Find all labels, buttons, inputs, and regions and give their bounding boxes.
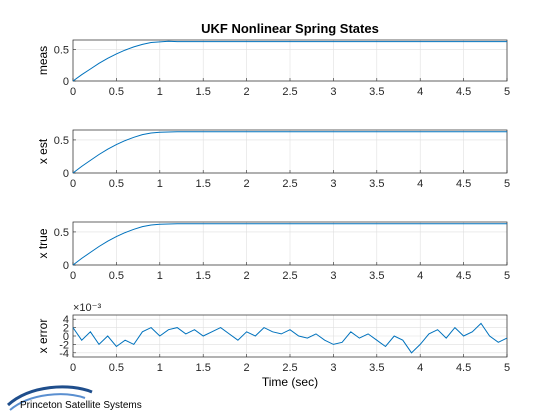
x-tick-label: 3 bbox=[330, 362, 336, 374]
x-tick-label: 4 bbox=[417, 270, 423, 282]
series-line bbox=[72, 131, 507, 174]
x-tick-label: 0.5 bbox=[109, 362, 124, 374]
y-tick-label: 4 bbox=[63, 314, 69, 326]
y-axis-label: x error bbox=[36, 319, 50, 354]
subplots: 0 0.5 1 1.5 2 2.5 3 3.5 4 4.5 5 0 0.5 meas 0 0.5 1 1.5 2 2.… bbox=[36, 39, 510, 374]
x-tick-label: 2.5 bbox=[282, 86, 297, 98]
x-tick-label: 1.5 bbox=[196, 178, 211, 190]
x-tick-label: 4.5 bbox=[456, 270, 471, 282]
series-line bbox=[72, 40, 507, 82]
company-name: Princeton Satellite Systems bbox=[20, 400, 142, 411]
y-exponent-label: ×10⁻³ bbox=[73, 302, 101, 314]
x-tick-label: 5 bbox=[504, 270, 510, 282]
y-tick-label: 0 bbox=[63, 260, 69, 272]
x-tick-label: 0 bbox=[70, 362, 76, 374]
x-tick-label: 3.5 bbox=[369, 362, 384, 374]
axes-frame bbox=[72, 221, 508, 266]
x-tick-label: 1.5 bbox=[196, 86, 211, 98]
x-tick-label: 4.5 bbox=[456, 178, 471, 190]
x-tick-label: 3.5 bbox=[369, 86, 384, 98]
x-tick-label: 5 bbox=[504, 178, 510, 190]
x-tick-label: 2 bbox=[244, 270, 250, 282]
x-tick-label: 4 bbox=[417, 178, 423, 190]
y-tick-label: 0.5 bbox=[54, 44, 69, 56]
x-tick-label: 1 bbox=[157, 270, 163, 282]
x-tick-label: 0.5 bbox=[109, 178, 124, 190]
y-tick-label: 0 bbox=[63, 76, 69, 88]
y-tick-label: 0.5 bbox=[54, 135, 69, 147]
subplot-x-true: 0 0.5 1 1.5 2 2.5 3 3.5 4 4.5 5 0 0.5 x true bbox=[36, 221, 510, 282]
axes-frame bbox=[72, 129, 508, 174]
x-tick-label: 0.5 bbox=[109, 86, 124, 98]
x-tick-label: 0 bbox=[70, 178, 76, 190]
x-tick-label: 4 bbox=[417, 362, 423, 374]
y-tick-label: 0.5 bbox=[54, 227, 69, 239]
x-tick-label: 3 bbox=[330, 86, 336, 98]
y-axis-label: x true bbox=[36, 228, 50, 258]
series-line bbox=[72, 223, 507, 266]
x-tick-label: 2 bbox=[244, 178, 250, 190]
subplot-x-est: 0 0.5 1 1.5 2 2.5 3 3.5 4 4.5 5 0 0.5 x est bbox=[36, 129, 510, 190]
x-tick-label: 1.5 bbox=[196, 270, 211, 282]
x-tick-label: 2.5 bbox=[282, 362, 297, 374]
subplot-meas: 0 0.5 1 1.5 2 2.5 3 3.5 4 4.5 5 0 0.5 meas bbox=[36, 39, 510, 98]
princeton-logo-icon bbox=[6, 385, 93, 411]
axes-frame bbox=[72, 314, 508, 358]
y-tick-label: 0 bbox=[63, 168, 69, 180]
x-tick-label: 3.5 bbox=[369, 178, 384, 190]
x-tick-label: 1 bbox=[157, 362, 163, 374]
x-tick-label: 4.5 bbox=[456, 362, 471, 374]
x-tick-label: 2.5 bbox=[282, 270, 297, 282]
figure-title: UKF Nonlinear Spring States bbox=[201, 21, 379, 36]
y-tick-label: -2 bbox=[59, 339, 69, 351]
axes-frame bbox=[72, 39, 508, 82]
y-tick-label: -4 bbox=[59, 348, 69, 360]
x-tick-label: 3.5 bbox=[369, 270, 384, 282]
y-tick-label: 2 bbox=[63, 323, 69, 335]
y-axis-label: x est bbox=[36, 138, 50, 164]
x-tick-label: 2.5 bbox=[282, 178, 297, 190]
y-axis-label: meas bbox=[36, 46, 50, 75]
x-tick-label: 5 bbox=[504, 86, 510, 98]
x-tick-label: 2 bbox=[244, 362, 250, 374]
x-tick-label: 0 bbox=[70, 270, 76, 282]
y-tick-label: 0 bbox=[63, 331, 69, 343]
x-tick-label: 0.5 bbox=[109, 270, 124, 282]
x-tick-label: 3 bbox=[330, 270, 336, 282]
x-tick-label: 2 bbox=[244, 86, 250, 98]
x-axis-label: Time (sec) bbox=[262, 375, 318, 389]
x-tick-label: 1.5 bbox=[196, 362, 211, 374]
x-tick-label: 3 bbox=[330, 178, 336, 190]
x-tick-label: 1 bbox=[157, 86, 163, 98]
x-tick-label: 4 bbox=[417, 86, 423, 98]
x-tick-label: 1 bbox=[157, 178, 163, 190]
series-line bbox=[72, 322, 508, 354]
x-tick-label: 4.5 bbox=[456, 86, 471, 98]
x-tick-label: 5 bbox=[504, 362, 510, 374]
x-tick-label: 0 bbox=[70, 86, 76, 98]
